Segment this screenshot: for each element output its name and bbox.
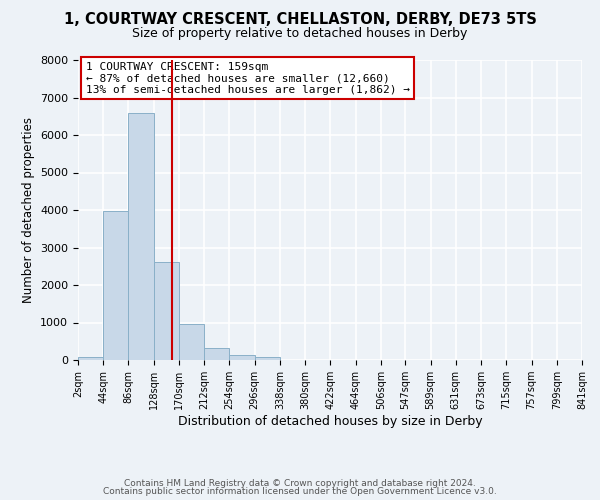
Text: Contains public sector information licensed under the Open Government Licence v3: Contains public sector information licen… [103, 487, 497, 496]
Text: 1, COURTWAY CRESCENT, CHELLASTON, DERBY, DE73 5TS: 1, COURTWAY CRESCENT, CHELLASTON, DERBY,… [64, 12, 536, 28]
Bar [154, 262, 179, 360]
Bar [179, 324, 204, 360]
Text: Contains HM Land Registry data © Crown copyright and database right 2024.: Contains HM Land Registry data © Crown c… [124, 478, 476, 488]
Y-axis label: Number of detached properties: Number of detached properties [22, 117, 35, 303]
Text: 1 COURTWAY CRESCENT: 159sqm
← 87% of detached houses are smaller (12,660)
13% of: 1 COURTWAY CRESCENT: 159sqm ← 87% of det… [86, 62, 410, 94]
X-axis label: Distribution of detached houses by size in Derby: Distribution of detached houses by size … [178, 415, 482, 428]
Bar [229, 354, 254, 360]
Bar [103, 211, 128, 360]
Text: Size of property relative to detached houses in Derby: Size of property relative to detached ho… [133, 28, 467, 40]
Bar [78, 357, 103, 360]
Bar [204, 348, 229, 360]
Bar [254, 357, 280, 360]
Bar [128, 112, 154, 360]
